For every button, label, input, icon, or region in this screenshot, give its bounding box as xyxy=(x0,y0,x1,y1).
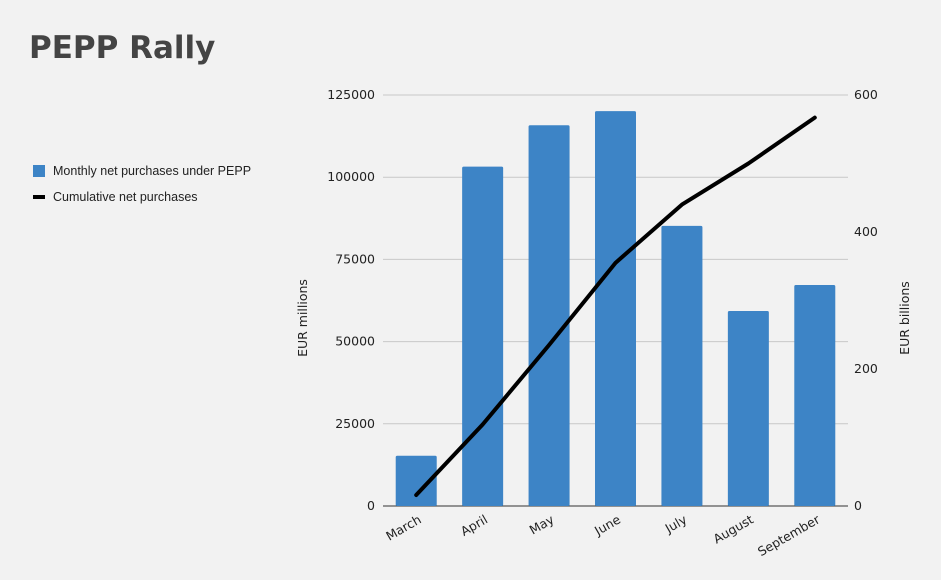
bar xyxy=(727,311,769,506)
y2-tick-label: 200 xyxy=(854,361,878,376)
x-tick-label: September xyxy=(755,511,823,559)
y-tick-label: 100000 xyxy=(327,169,375,184)
legend-label-cumulative: Cumulative net purchases xyxy=(53,190,198,204)
x-tick-label: May xyxy=(527,511,557,537)
y-tick-label: 50000 xyxy=(335,334,375,349)
x-tick-label: July xyxy=(662,511,690,536)
bar xyxy=(528,125,570,506)
legend-swatch-line xyxy=(33,195,45,199)
bar xyxy=(395,455,437,506)
x-tick-label: June xyxy=(591,511,623,538)
y-tick-label: 75000 xyxy=(335,251,375,266)
y-axis-title: EUR millions xyxy=(295,279,310,357)
legend-swatch-bar xyxy=(33,165,45,177)
legend: Monthly net purchases under PEPP Cumulat… xyxy=(33,158,251,210)
y-tick-label: 25000 xyxy=(335,416,375,431)
y-tick-label: 125000 xyxy=(327,87,375,102)
legend-label-monthly: Monthly net purchases under PEPP xyxy=(53,164,252,178)
x-tick-label: August xyxy=(710,512,755,547)
bar xyxy=(462,166,504,506)
bar xyxy=(794,285,836,506)
legend-item-cumulative: Cumulative net purchases xyxy=(33,184,251,210)
bar xyxy=(661,225,703,506)
y-tick-label: 0 xyxy=(367,498,375,513)
bar xyxy=(595,111,636,506)
y2-tick-label: 0 xyxy=(854,498,862,513)
x-tick-label: April xyxy=(458,512,490,539)
y2-tick-label: 600 xyxy=(854,87,878,102)
y2-tick-label: 400 xyxy=(854,224,878,239)
x-tick-label: March xyxy=(383,512,424,544)
chart-title: PEPP Rally xyxy=(29,30,216,66)
y2-axis-title: EUR billions xyxy=(897,281,912,355)
legend-item-monthly: Monthly net purchases under PEPP xyxy=(33,158,251,184)
